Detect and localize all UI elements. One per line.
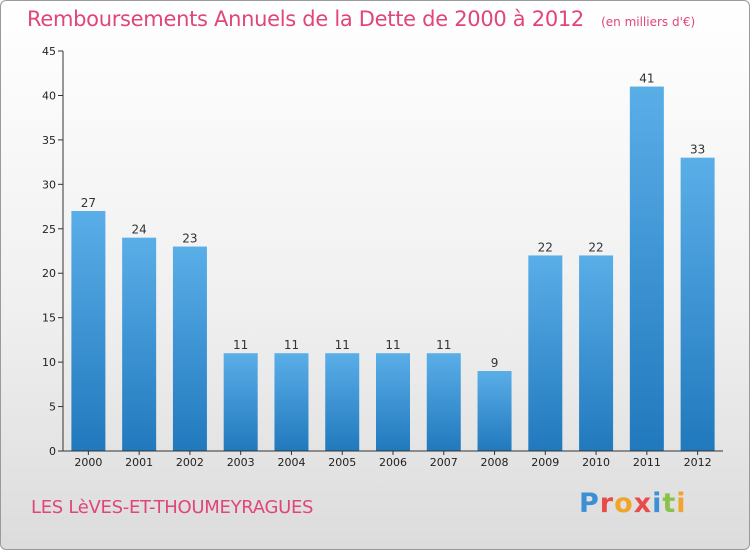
y-tick-label-20: 20 xyxy=(42,267,56,280)
axes-group: 2000 2001 2002 2003 2004 2005 2006 2007 2008 2009… xyxy=(42,45,723,469)
data-label-2006: 11 xyxy=(385,338,400,352)
bar-2010 xyxy=(579,255,614,451)
bar-2003 xyxy=(223,353,258,451)
data-label-2002: 23 xyxy=(182,232,197,246)
y-tick-label-45: 45 xyxy=(42,45,56,58)
y-tick-label-25: 25 xyxy=(42,223,56,236)
data-label-2010: 22 xyxy=(588,240,603,254)
data-label-2004: 11 xyxy=(284,338,299,352)
y-tick-label-40: 40 xyxy=(42,89,56,102)
x-tick-label-2001: 2001 xyxy=(125,456,153,469)
x-tick-label-2009: 2009 xyxy=(531,456,559,469)
bar-2002 xyxy=(172,246,207,451)
data-label-2012: 33 xyxy=(690,143,705,157)
y-tick-label-35: 35 xyxy=(42,134,56,147)
proxiti-logo: Proxiti xyxy=(579,488,687,519)
x-tick-label-2002: 2002 xyxy=(176,456,204,469)
x-tick-label-2008: 2008 xyxy=(481,456,509,469)
x-tick-label-2006: 2006 xyxy=(379,456,407,469)
chart-subtitle: (en milliers d'€) xyxy=(601,15,696,29)
chart-title: Remboursements Annuels de la Dette de 20… xyxy=(27,7,584,31)
data-label-2000: 27 xyxy=(81,196,96,210)
data-label-2003: 11 xyxy=(233,338,248,352)
data-label-2005: 11 xyxy=(335,338,350,352)
x-tick-label-2011: 2011 xyxy=(633,456,661,469)
x-tick-label-2012: 2012 xyxy=(684,456,712,469)
chart-title-row: Remboursements Annuels de la Dette de 20… xyxy=(27,7,695,31)
x-tick-label-2000: 2000 xyxy=(74,456,102,469)
data-label-2001: 24 xyxy=(132,223,147,237)
x-tick-label-2010: 2010 xyxy=(582,456,610,469)
x-tick-label-2003: 2003 xyxy=(227,456,255,469)
x-tick-label-2005: 2005 xyxy=(328,456,356,469)
data-label-2011: 41 xyxy=(639,72,654,86)
bar-2008 xyxy=(477,371,512,451)
bar-2012 xyxy=(680,157,715,451)
y-tick-label-5: 5 xyxy=(49,401,56,414)
commune-name: LES LèVES-ET-THOUMEYRAGUES xyxy=(31,497,314,518)
data-label-2008: 9 xyxy=(491,356,499,370)
y-tick-label-0: 0 xyxy=(49,445,56,458)
bar-2011 xyxy=(629,86,664,452)
y-tick-label-15: 15 xyxy=(42,312,56,325)
data-label-2007: 11 xyxy=(436,338,451,352)
y-tick-label-30: 30 xyxy=(42,178,56,191)
bar-2007 xyxy=(426,353,461,451)
x-tick-label-2004: 2004 xyxy=(277,456,305,469)
bars-group: 27 24 23 11 11 11 11 11 9 22 22 41 33 xyxy=(71,72,715,452)
bar-2000 xyxy=(71,211,106,451)
bar-2001 xyxy=(122,237,157,451)
bar-2005 xyxy=(325,353,360,451)
bar-2009 xyxy=(528,255,563,451)
x-tick-label-2007: 2007 xyxy=(430,456,458,469)
y-tick-label-10: 10 xyxy=(42,356,56,369)
bar-2006 xyxy=(376,353,410,451)
bar-2004 xyxy=(274,353,309,451)
data-label-2009: 22 xyxy=(538,240,553,254)
